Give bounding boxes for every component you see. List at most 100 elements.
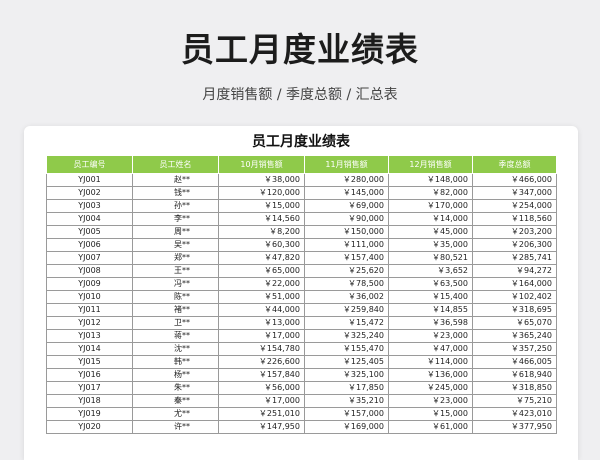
nov-sales-cell: ￥35,210 (304, 394, 389, 408)
quarter-total-cell: ￥357,250 (472, 342, 557, 356)
quarter-total-cell: ￥164,000 (472, 277, 557, 291)
employee-id-cell: YJ014 (46, 342, 133, 356)
nov-sales-cell: ￥78,500 (304, 277, 389, 291)
table-row: YJ007 郑** ￥47,820 ￥157,400 ￥80,521 ￥285,741 (46, 251, 557, 265)
quarter-total-cell: ￥618,940 (472, 368, 557, 382)
employee-name-cell: 赵** (132, 173, 219, 187)
table-row: YJ002 钱** ￥120,000 ￥145,000 ￥82,000 ￥347,000 (46, 186, 557, 200)
table-row: YJ003 孙** ￥15,000 ￥69,000 ￥170,000 ￥254,000 (46, 199, 557, 213)
quarter-total-cell: ￥118,560 (472, 212, 557, 226)
table-row: YJ016 杨** ￥157,840 ￥325,100 ￥136,000 ￥618,940 (46, 368, 557, 382)
quarter-total-cell: ￥365,240 (472, 329, 557, 343)
oct-sales-cell: ￥226,600 (218, 355, 305, 369)
employee-id-cell: YJ006 (46, 238, 133, 252)
dec-sales-cell: ￥15,000 (388, 407, 473, 421)
quarter-total-cell: ￥254,000 (472, 199, 557, 213)
oct-sales-cell: ￥56,000 (218, 381, 305, 395)
nov-sales-cell: ￥157,400 (304, 251, 389, 265)
page-title: 员工月度业绩表 (181, 30, 419, 69)
nov-sales-cell: ￥69,000 (304, 199, 389, 213)
dec-sales-cell: ￥35,000 (388, 238, 473, 252)
nov-sales-cell: ￥280,000 (304, 173, 389, 187)
nov-sales-cell: ￥325,100 (304, 368, 389, 382)
employee-name-cell: 朱** (132, 381, 219, 395)
quarter-total-cell: ￥94,272 (472, 264, 557, 278)
employee-name-cell: 沈** (132, 342, 219, 356)
employee-name-cell: 钱** (132, 186, 219, 200)
column-header-nov-sales: 11月销售额 (304, 155, 389, 174)
nov-sales-cell: ￥155,470 (304, 342, 389, 356)
sheet-title: 员工月度业绩表 (252, 134, 350, 150)
dec-sales-cell: ￥23,000 (388, 394, 473, 408)
table-row: YJ005 周** ￥8,200 ￥150,000 ￥45,000 ￥203,200 (46, 225, 557, 239)
nov-sales-cell: ￥169,000 (304, 420, 389, 434)
table-row: YJ010 陈** ￥51,000 ￥36,002 ￥15,400 ￥102,402 (46, 290, 557, 304)
dec-sales-cell: ￥170,000 (388, 199, 473, 213)
quarter-total-cell: ￥377,950 (472, 420, 557, 434)
column-header-oct-sales: 10月销售额 (218, 155, 305, 174)
employee-name-cell: 尤** (132, 407, 219, 421)
table-row: YJ008 王** ￥65,000 ￥25,620 ￥3,652 ￥94,272 (46, 264, 557, 278)
employee-id-cell: YJ016 (46, 368, 133, 382)
oct-sales-cell: ￥14,560 (218, 212, 305, 226)
oct-sales-cell: ￥157,840 (218, 368, 305, 382)
employee-name-cell: 陈** (132, 290, 219, 304)
dec-sales-cell: ￥114,000 (388, 355, 473, 369)
employee-name-cell: 杨** (132, 368, 219, 382)
employee-name-cell: 孙** (132, 199, 219, 213)
table-body: YJ001 赵** ￥38,000 ￥280,000 ￥148,000 ￥466,000 Y… (46, 173, 557, 434)
nov-sales-cell: ￥17,850 (304, 381, 389, 395)
oct-sales-cell: ￥60,300 (218, 238, 305, 252)
employee-id-cell: YJ001 (46, 173, 133, 187)
employee-id-cell: YJ005 (46, 225, 133, 239)
employee-id-cell: YJ017 (46, 381, 133, 395)
table-row: YJ017 朱** ￥56,000 ￥17,850 ￥245,000 ￥318,850 (46, 381, 557, 395)
quarter-total-cell: ￥318,695 (472, 303, 557, 317)
page-subtitle: 月度销售额 / 季度总额 / 汇总表 (202, 87, 398, 103)
dec-sales-cell: ￥14,855 (388, 303, 473, 317)
oct-sales-cell: ￥22,000 (218, 277, 305, 291)
oct-sales-cell: ￥13,000 (218, 316, 305, 330)
quarter-total-cell: ￥347,000 (472, 186, 557, 200)
table-header-row: 员工编号 员工姓名 10月销售额 11月销售额 12月销售额 季度总额 (46, 155, 557, 174)
employee-name-cell: 褚** (132, 303, 219, 317)
employee-id-cell: YJ009 (46, 277, 133, 291)
dec-sales-cell: ￥148,000 (388, 173, 473, 187)
nov-sales-cell: ￥150,000 (304, 225, 389, 239)
nov-sales-cell: ￥15,472 (304, 316, 389, 330)
column-header-employee-name: 员工姓名 (132, 155, 219, 174)
oct-sales-cell: ￥251,010 (218, 407, 305, 421)
employee-id-cell: YJ015 (46, 355, 133, 369)
dec-sales-cell: ￥47,000 (388, 342, 473, 356)
nov-sales-cell: ￥145,000 (304, 186, 389, 200)
dec-sales-cell: ￥45,000 (388, 225, 473, 239)
oct-sales-cell: ￥147,950 (218, 420, 305, 434)
table-row: YJ011 褚** ￥44,000 ￥259,840 ￥14,855 ￥318,695 (46, 303, 557, 317)
quarter-total-cell: ￥285,741 (472, 251, 557, 265)
employee-id-cell: YJ007 (46, 251, 133, 265)
employee-name-cell: 冯** (132, 277, 219, 291)
oct-sales-cell: ￥17,000 (218, 329, 305, 343)
table-row: YJ013 蒋** ￥17,000 ￥325,240 ￥23,000 ￥365,240 (46, 329, 557, 343)
table-row: YJ014 沈** ￥154,780 ￥155,470 ￥47,000 ￥357,250 (46, 342, 557, 356)
oct-sales-cell: ￥120,000 (218, 186, 305, 200)
oct-sales-cell: ￥8,200 (218, 225, 305, 239)
employee-name-cell: 周** (132, 225, 219, 239)
employee-id-cell: YJ019 (46, 407, 133, 421)
employee-name-cell: 王** (132, 264, 219, 278)
oct-sales-cell: ￥47,820 (218, 251, 305, 265)
employee-name-cell: 郑** (132, 251, 219, 265)
employee-id-cell: YJ011 (46, 303, 133, 317)
column-header-employee-id: 员工编号 (46, 155, 133, 174)
quarter-total-cell: ￥102,402 (472, 290, 557, 304)
table-row: YJ018 秦** ￥17,000 ￥35,210 ￥23,000 ￥75,210 (46, 394, 557, 408)
nov-sales-cell: ￥157,000 (304, 407, 389, 421)
employee-name-cell: 韩** (132, 355, 219, 369)
employee-id-cell: YJ018 (46, 394, 133, 408)
dec-sales-cell: ￥3,652 (388, 264, 473, 278)
spreadsheet-preview-card[interactable]: 员工月度业绩表 员工编号 员工姓名 10月销售额 11月销售额 12月销售额 季… (24, 126, 578, 460)
table-row: YJ004 李** ￥14,560 ￥90,000 ￥14,000 ￥118,560 (46, 212, 557, 226)
employee-name-cell: 李** (132, 212, 219, 226)
quarter-total-cell: ￥318,850 (472, 381, 557, 395)
oct-sales-cell: ￥51,000 (218, 290, 305, 304)
